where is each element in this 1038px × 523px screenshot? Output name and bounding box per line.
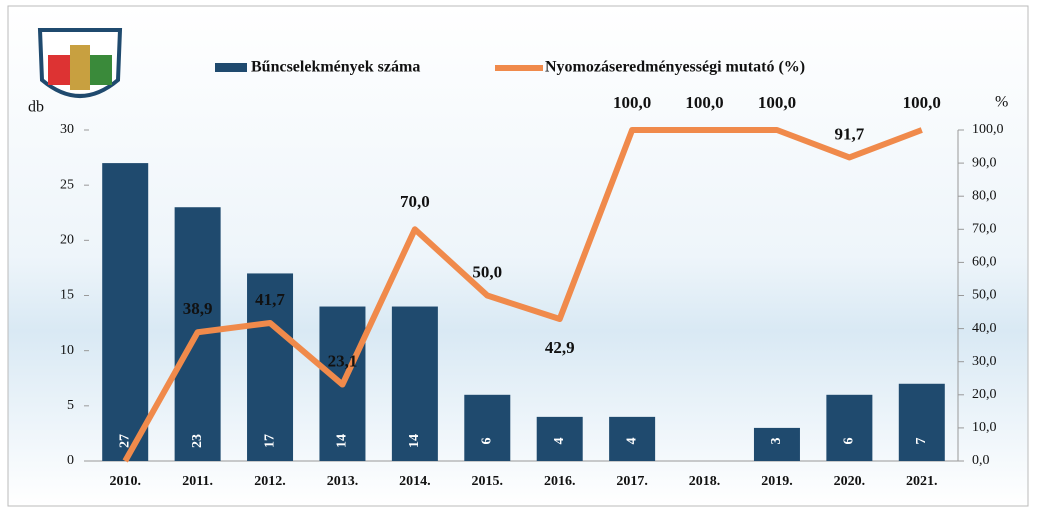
- y2-tick-label: 50,0: [972, 288, 997, 303]
- y2-tick-label: 30,0: [972, 354, 997, 369]
- y-tick-label: 0: [67, 453, 74, 468]
- bar-value-label: 4: [552, 438, 567, 445]
- bar: [609, 416, 656, 461]
- y-tick-label: 15: [60, 288, 74, 303]
- y-tick-label: 5: [67, 398, 74, 413]
- bar-value-label: 14: [335, 434, 350, 448]
- bar: [391, 306, 438, 461]
- frame: [7, 5, 1029, 507]
- line: [122, 127, 923, 463]
- line-value-label: 50,0: [472, 262, 502, 281]
- bar-value-label: 6: [842, 438, 857, 445]
- y-tick-label: 20: [60, 233, 74, 248]
- x-tick-label: 2018.: [689, 474, 721, 489]
- y2-tick-label: 100,0: [972, 122, 1004, 137]
- line-value-label: 100,0: [903, 93, 941, 112]
- line-value-label: 70,0: [400, 192, 430, 211]
- bar-value-label: 17: [262, 434, 277, 448]
- y2-tick-label: 10,0: [972, 420, 997, 435]
- x-tick-label: 2015.: [472, 474, 504, 489]
- line-value-label: 41,7: [255, 290, 285, 309]
- x-tick-label: 2017.: [616, 474, 648, 489]
- y2-axis-label: %: [995, 94, 1008, 111]
- line-value-label: 100,0: [685, 93, 723, 112]
- y-tick-label: 10: [60, 343, 74, 358]
- bar-value-label: 14: [407, 434, 422, 448]
- legend-swatch: [215, 63, 247, 72]
- y-tick-label: 25: [60, 177, 74, 192]
- line-value-label: 23,1: [328, 351, 358, 370]
- y2-tick-label: 80,0: [972, 188, 997, 203]
- bar-value-label: 7: [914, 438, 929, 445]
- bar: [753, 427, 800, 461]
- y2-tick-label: 60,0: [972, 255, 997, 270]
- line-value-label: 42,9: [545, 338, 575, 357]
- x-tick-label: 2014.: [399, 474, 431, 489]
- x-tick-label: 2010.: [109, 474, 141, 489]
- bar: [536, 416, 583, 461]
- y2-tick-label: 90,0: [972, 155, 997, 170]
- y-axis-label: db: [28, 99, 44, 116]
- bar-value-label: 27: [117, 434, 132, 448]
- bar: [898, 383, 945, 461]
- bar: [247, 273, 294, 461]
- bar-value-label: 23: [190, 434, 205, 448]
- bar-value-label: 4: [624, 438, 639, 445]
- x-tick-label: 2012.: [254, 474, 286, 489]
- y2-tick-label: 0,0: [972, 453, 990, 468]
- line-value-label: 91,7: [835, 124, 865, 143]
- bar-value-label: 6: [480, 438, 495, 445]
- legend-label: Nyomozáseredményességi mutató (%): [545, 59, 805, 76]
- x-tick-label: 2019.: [761, 474, 793, 489]
- legend-label: Bűncselekmények száma: [251, 59, 420, 76]
- line-value-label: 100,0: [613, 93, 651, 112]
- y2-tick-label: 40,0: [972, 321, 997, 336]
- x-tick-label: 2021.: [906, 474, 938, 489]
- line-value-label: 100,0: [758, 93, 796, 112]
- bar: [826, 394, 873, 461]
- y2-tick-label: 20,0: [972, 387, 997, 402]
- x-tick-label: 2016.: [544, 474, 576, 489]
- logo: [37, 28, 123, 98]
- y-tick-label: 30: [60, 122, 74, 137]
- x-tick-label: 2011.: [182, 474, 213, 489]
- x-tick-label: 2020.: [834, 474, 866, 489]
- line-value-label: 38,9: [183, 299, 213, 318]
- bar-value-label: 3: [769, 438, 784, 445]
- y2-tick-label: 70,0: [972, 222, 997, 237]
- x-tick-label: 2013.: [327, 474, 359, 489]
- bar: [102, 163, 149, 461]
- bar: [464, 394, 511, 461]
